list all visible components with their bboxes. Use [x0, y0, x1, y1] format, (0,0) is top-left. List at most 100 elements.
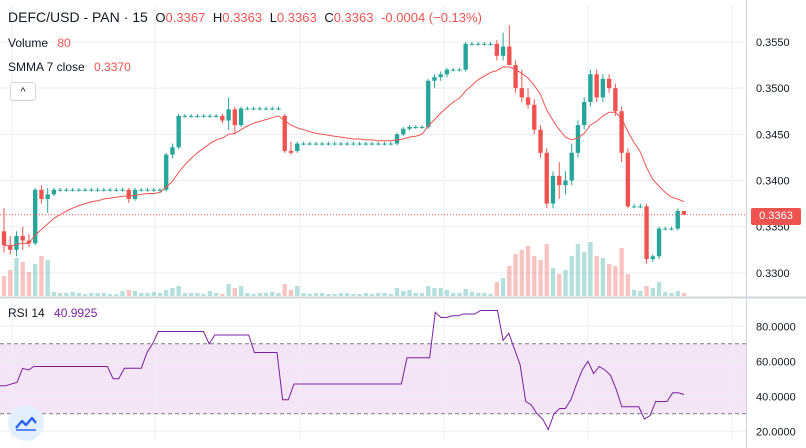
candle-body [594, 74, 599, 98]
candle-body [170, 147, 175, 155]
candle-body [450, 69, 456, 71]
candle-body [638, 206, 643, 208]
volume-bar [482, 293, 487, 296]
candle [382, 141, 387, 146]
candle [139, 187, 144, 192]
candle-body [220, 115, 225, 121]
candle [413, 125, 418, 129]
candle [176, 114, 181, 150]
volume-bar [606, 264, 612, 296]
candle-body [482, 43, 487, 45]
candle [538, 125, 543, 158]
volume-bar [463, 289, 468, 296]
candle [532, 99, 537, 135]
candle [656, 226, 662, 260]
candle-body [407, 126, 412, 129]
volume-bar [188, 293, 194, 296]
candle-body [164, 154, 169, 190]
volume-bar [376, 293, 381, 296]
volume-bar [151, 292, 156, 296]
symbol-title[interactable]: DEFC/USD - PAN · 15 [8, 9, 148, 25]
candle-body [525, 97, 531, 105]
candle [120, 187, 125, 192]
volume-bar [513, 254, 518, 296]
volume-bar [95, 293, 100, 296]
candle [76, 187, 82, 192]
candle [207, 114, 213, 118]
candle-body [295, 143, 300, 151]
candle-body [145, 189, 150, 191]
candles [1, 25, 687, 264]
candle-body [457, 69, 462, 71]
candle [232, 106, 238, 135]
candle [226, 97, 231, 130]
volume-bar [270, 292, 275, 296]
candle [195, 114, 200, 118]
volume-bar [557, 274, 562, 296]
volume-bar [625, 274, 631, 296]
candle [582, 97, 587, 130]
candle-body [357, 143, 362, 145]
volume-bar [257, 293, 262, 296]
candle-body [681, 211, 687, 215]
smma-legend[interactable]: SMMA 7 close 0.3370 [8, 60, 131, 74]
volume-bar [538, 260, 543, 296]
collapse-legend-button[interactable]: ^ [10, 82, 36, 101]
candle-body [120, 189, 125, 191]
tradingview-logo-icon[interactable] [8, 405, 44, 441]
candle-body [251, 108, 256, 110]
rsi-tick-label: 20.0000 [756, 426, 796, 438]
candle [201, 114, 206, 118]
volume-bar [507, 266, 512, 296]
candle-body [569, 152, 574, 181]
ohlc-high: H0.3363 [212, 10, 263, 25]
volume-bar [176, 286, 181, 296]
volume-bar [139, 293, 144, 296]
candle [45, 187, 50, 213]
volume-bar [82, 294, 88, 296]
volume-bar [39, 256, 44, 296]
candle-body [76, 189, 82, 191]
volume-legend[interactable]: Volume 80 [8, 36, 71, 50]
volume-bar [582, 252, 587, 296]
volume-bar [594, 256, 599, 296]
candle [419, 125, 425, 129]
candle-body [475, 43, 481, 45]
candle-body [669, 228, 674, 230]
candle-body [39, 189, 44, 199]
candle [507, 25, 512, 66]
candle-body [257, 108, 262, 110]
volume-bar [650, 288, 655, 296]
candle [89, 187, 94, 192]
candle-body [631, 206, 637, 208]
candle-body [26, 240, 32, 244]
candle [363, 141, 369, 146]
candle [444, 67, 450, 78]
volume-bar [382, 293, 387, 296]
candle-body [538, 129, 543, 153]
candle-body [51, 189, 57, 195]
candle-body [207, 115, 213, 117]
candle-body [369, 143, 375, 145]
volume-bar [469, 292, 475, 296]
volume-bar [14, 258, 19, 296]
candle [544, 148, 549, 209]
candle-body [444, 69, 450, 75]
rsi-legend[interactable]: RSI 14 40.9925 [8, 306, 98, 320]
candle-body [363, 143, 369, 145]
candle-body [656, 228, 662, 257]
candle-body [606, 78, 612, 89]
candle [182, 114, 188, 118]
candle [164, 152, 169, 192]
volume-bars [1, 242, 687, 296]
volume-bar [413, 293, 418, 296]
candle-body [139, 189, 144, 191]
candle-body [469, 43, 475, 45]
candle [669, 226, 674, 231]
volume-bar [326, 294, 331, 296]
candle-body [575, 125, 581, 153]
candle-body [625, 152, 631, 207]
candle [295, 141, 300, 153]
candle [638, 203, 643, 209]
